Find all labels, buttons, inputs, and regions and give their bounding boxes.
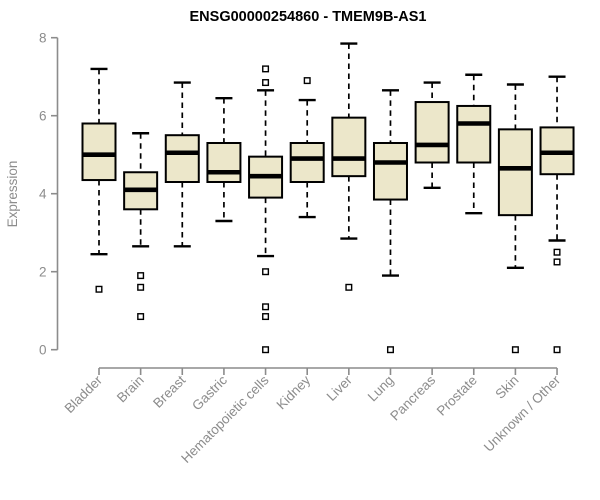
box-hematopoietic-cells — [248, 65, 284, 354]
outlier-point — [553, 346, 561, 354]
outlier-point — [345, 283, 353, 291]
box-rect — [372, 142, 408, 201]
box-rect — [414, 101, 450, 164]
y-tick-label: 8 — [39, 30, 47, 45]
x-tick-label: Breast — [150, 372, 188, 410]
box-lung — [372, 89, 408, 354]
box-kidney — [289, 77, 325, 219]
outlier-point — [262, 268, 270, 276]
x-tick-label: Prostate — [434, 373, 480, 419]
box-rect — [81, 122, 117, 182]
box-rect — [456, 104, 492, 164]
y-tick-label: 2 — [39, 264, 47, 279]
box-pancreas — [414, 81, 450, 190]
y-tick-label: 4 — [39, 186, 47, 201]
outlier-point — [262, 303, 270, 311]
box-prostate — [456, 73, 492, 215]
x-tick-label: Lung — [365, 373, 397, 405]
outlier-point — [95, 285, 103, 293]
outlier-point — [137, 283, 145, 291]
box-rect — [497, 128, 533, 217]
x-tick-label: Kidney — [274, 372, 314, 412]
outlier-point — [262, 79, 270, 87]
box-unknown-other — [539, 75, 575, 354]
outlier-point — [303, 77, 311, 85]
box-liver — [331, 42, 367, 291]
y-tick-label: 6 — [39, 108, 47, 123]
x-tick-label: Unknown / Other — [481, 372, 564, 455]
outlier-point — [262, 313, 270, 321]
box-bladder — [81, 67, 117, 293]
outlier-point — [553, 258, 561, 266]
outlier-point — [262, 346, 270, 354]
y-tick-label: 0 — [39, 342, 47, 357]
box-rect — [331, 116, 367, 178]
x-tick-label: Liver — [324, 372, 356, 404]
x-tick-label: Pancreas — [387, 372, 438, 423]
outlier-point — [386, 346, 394, 354]
outlier-point — [511, 346, 519, 354]
box-gastric — [206, 96, 242, 223]
outlier-point — [137, 313, 145, 321]
outlier-point — [137, 272, 145, 280]
box-brain — [123, 132, 159, 321]
box-rect — [164, 134, 200, 183]
x-tick-label: Brain — [114, 373, 147, 406]
x-tick-label: Skin — [492, 373, 521, 402]
x-tick-label: Gastric — [189, 372, 230, 413]
box-rect — [206, 142, 242, 183]
boxes — [81, 42, 575, 354]
x-tick-label: Bladder — [62, 372, 106, 416]
outlier-point — [262, 65, 270, 73]
box-breast — [164, 81, 200, 248]
chart-title: ENSG00000254860 - TMEM9B-AS1 — [190, 9, 427, 25]
box-rect — [289, 142, 325, 183]
y-axis-label: Expression — [5, 161, 20, 228]
outlier-point — [553, 248, 561, 256]
box-skin — [497, 83, 533, 354]
